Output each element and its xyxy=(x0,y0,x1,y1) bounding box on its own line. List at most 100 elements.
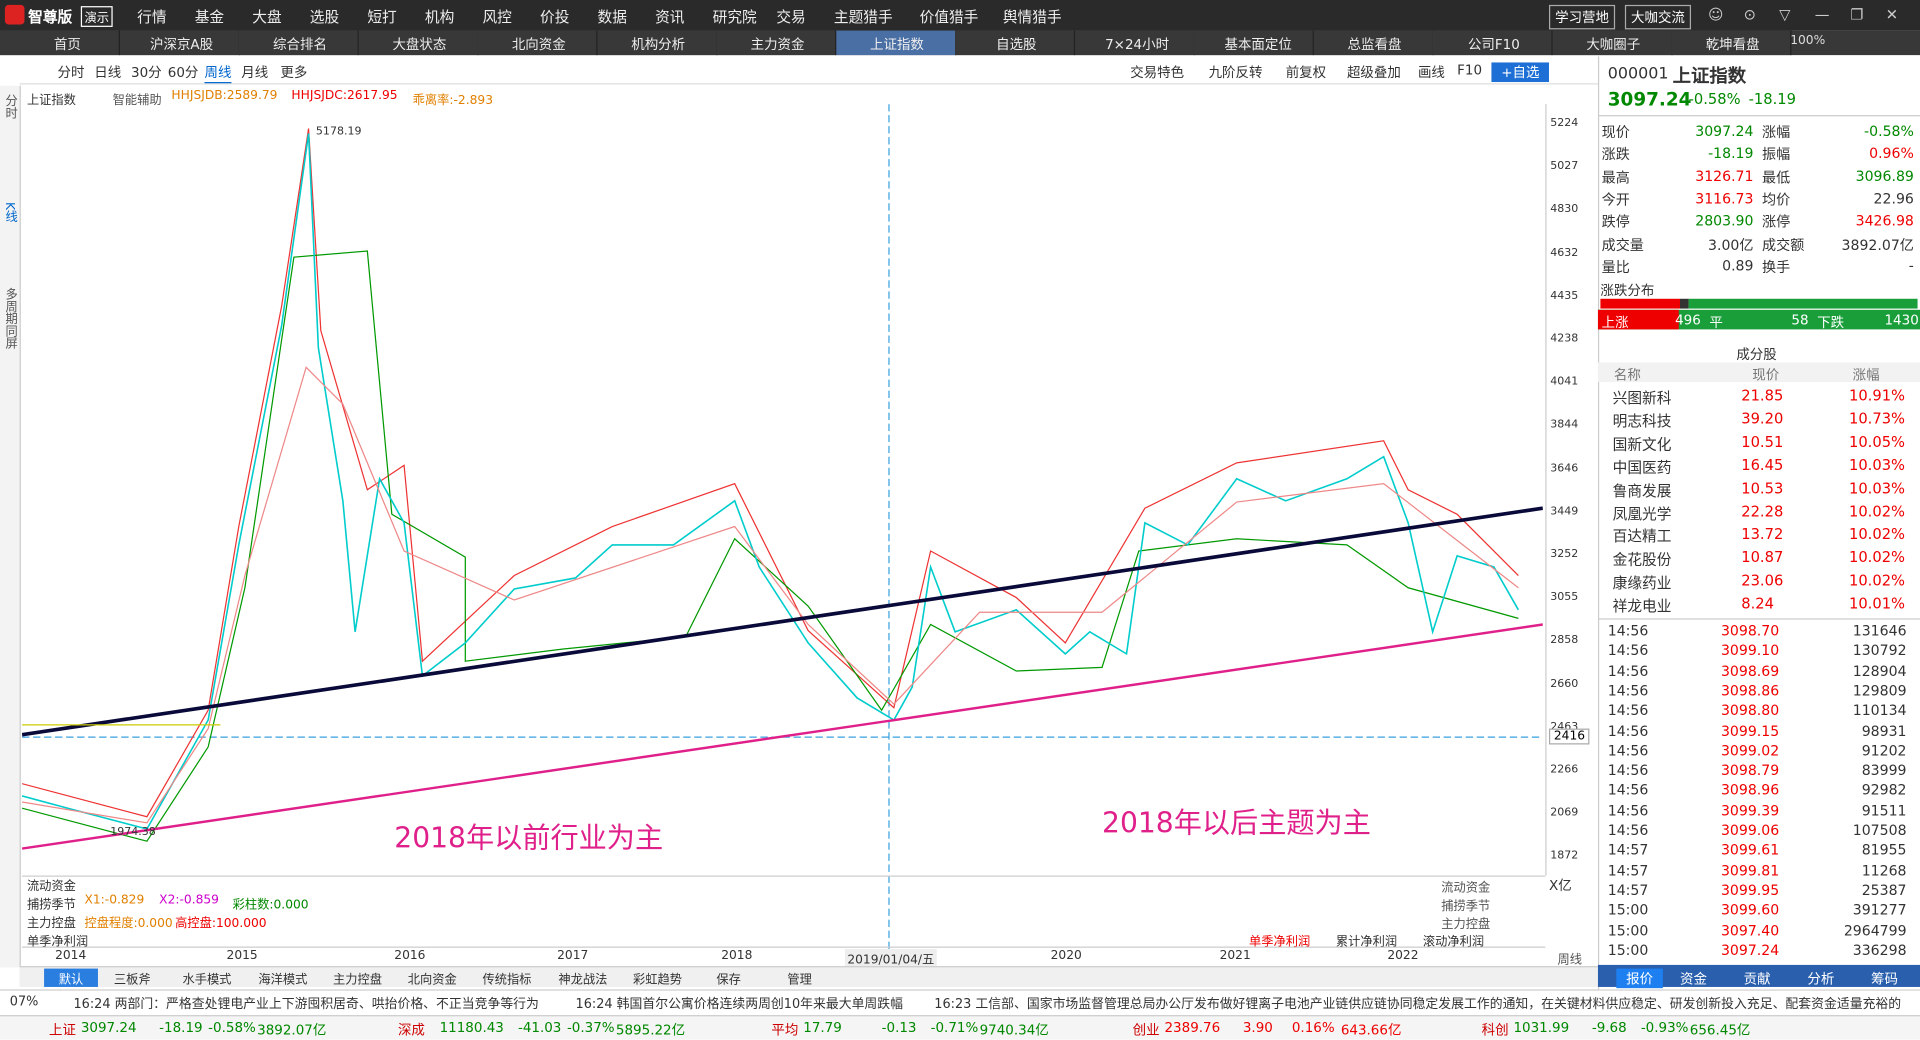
bottom-tab[interactable]: 水手模式 xyxy=(182,973,232,987)
period-button[interactable]: 60分 xyxy=(167,64,199,81)
constituent-cell[interactable]: 凤凰光学 xyxy=(1612,505,1672,523)
tab[interactable]: 总监看盘 xyxy=(1313,30,1434,56)
quote-label: 换手 xyxy=(1762,258,1791,276)
constituent-cell[interactable]: 中国医药 xyxy=(1612,458,1672,476)
profit-button[interactable]: 累计净利润 xyxy=(1335,935,1398,949)
period-button[interactable]: 30分 xyxy=(131,64,162,81)
menu-item[interactable]: 研究院 xyxy=(712,8,757,26)
panel-tab[interactable]: 贡献 xyxy=(1743,971,1771,987)
window-button[interactable]: ▽ xyxy=(1779,6,1791,24)
menu-item[interactable]: 价投 xyxy=(540,8,570,26)
profit-button[interactable]: 滚动净利润 xyxy=(1422,935,1485,949)
constituent-cell[interactable]: 百达精工 xyxy=(1612,528,1672,546)
panel-tab[interactable]: 分析 xyxy=(1807,971,1835,987)
sidebar-tab[interactable]: 分时 xyxy=(2,94,16,119)
tab[interactable]: 机构分析 xyxy=(596,30,717,56)
bottom-tab[interactable]: 传统指标 xyxy=(482,973,532,987)
tab[interactable]: 沪深京A股 xyxy=(119,30,240,56)
menu-item[interactable]: 选股 xyxy=(309,8,340,26)
menu-item[interactable]: 数据 xyxy=(597,8,627,26)
tick-cell: 15:00 xyxy=(1607,941,1649,959)
tool-button[interactable]: 前复权 xyxy=(1285,64,1327,81)
top-button[interactable]: 大咖交流 xyxy=(1624,4,1692,30)
status-item: 3097.24 xyxy=(80,1020,137,1036)
tick-cell: 14:56 xyxy=(1607,701,1649,720)
tab[interactable]: 乾坤看盘 xyxy=(1671,30,1792,56)
bottom-tab[interactable]: 默认 xyxy=(44,968,98,987)
menu-item[interactable]: 主题猎手 xyxy=(833,8,893,26)
period-button[interactable]: 日线 xyxy=(94,64,122,81)
period-button[interactable]: 分时 xyxy=(57,64,85,81)
quote-name: 上证指数 xyxy=(1672,64,1747,87)
menu-item[interactable]: 风控 xyxy=(482,8,512,26)
tab[interactable]: 大盘状态 xyxy=(358,30,479,56)
tab[interactable]: 公司F10 xyxy=(1432,30,1553,56)
constituent-cell[interactable]: 明志科技 xyxy=(1612,412,1672,430)
tick-cell: 14:56 xyxy=(1607,801,1649,819)
tab[interactable]: 北向资金 xyxy=(477,30,598,56)
quote-value: - xyxy=(1908,256,1914,275)
constituent-cell[interactable]: 金花股份 xyxy=(1612,551,1672,569)
tab[interactable]: 上证指数 xyxy=(835,30,956,56)
constituent-cell: 21.85 xyxy=(1741,386,1784,405)
constituent-cell[interactable]: 鲁商发展 xyxy=(1612,481,1672,500)
tab[interactable]: 基本面定位 xyxy=(1193,30,1314,56)
window-button[interactable]: ⊙ xyxy=(1743,6,1756,24)
tab[interactable]: 综合排名 xyxy=(238,30,359,56)
constituent-cell[interactable]: 国新文化 xyxy=(1612,435,1672,453)
tick-cell: 3099.95 xyxy=(1720,881,1780,899)
window-button[interactable]: ✕ xyxy=(1885,6,1899,24)
menu-item[interactable]: 大盘 xyxy=(252,8,282,26)
menu-item[interactable]: 价值猎手 xyxy=(919,8,979,26)
window-button[interactable]: ☺ xyxy=(1708,6,1724,24)
bottom-tab[interactable]: 北向资金 xyxy=(407,973,457,987)
tool-button[interactable]: 九阶反转 xyxy=(1208,64,1263,81)
menu-item[interactable]: 短打 xyxy=(367,8,397,26)
tab[interactable]: 大咖圈子 xyxy=(1552,30,1673,56)
tool-button[interactable]: F10 xyxy=(1457,62,1483,79)
panel-tab[interactable]: 资金 xyxy=(1680,971,1707,987)
menu-item[interactable]: 资讯 xyxy=(655,8,685,26)
tick-cell: 3099.81 xyxy=(1720,861,1780,879)
tick-cell: 3099.61 xyxy=(1720,841,1780,859)
bottom-tab[interactable]: 管理 xyxy=(787,973,812,987)
tab[interactable]: 首页 xyxy=(0,30,121,56)
constituent-cell[interactable]: 兴图新科 xyxy=(1612,389,1672,407)
bottom-tab[interactable]: 三板斧 xyxy=(113,973,151,987)
constituent-cell[interactable]: 康缘药业 xyxy=(1612,574,1672,592)
tool-button[interactable]: 超级叠加 xyxy=(1346,64,1401,81)
window-button[interactable]: ❐ xyxy=(1850,6,1864,24)
quote-label: 跌停 xyxy=(1601,213,1630,231)
tool-button[interactable]: +自选 xyxy=(1491,62,1550,83)
status-item: 11180.43 xyxy=(439,1020,504,1036)
bottom-tab[interactable]: 保存 xyxy=(716,973,741,987)
period-button[interactable]: 周线 xyxy=(204,62,232,84)
top-button[interactable]: 学习营地 xyxy=(1548,4,1616,30)
panel-tab[interactable]: 筹码 xyxy=(1871,971,1898,987)
sidebar-tab[interactable]: 多周期同屏 xyxy=(2,287,16,349)
bottom-tab[interactable]: 海洋模式 xyxy=(258,973,308,987)
window-button[interactable]: — xyxy=(1814,6,1830,24)
menu-item[interactable]: 基金 xyxy=(194,8,225,26)
tab[interactable]: 7×24小时 xyxy=(1074,30,1195,56)
profit-button[interactable]: 单季净利润 xyxy=(1248,935,1311,949)
sidebar-tab[interactable]: K线 xyxy=(2,202,16,223)
bottom-tab[interactable]: 彩虹趋势 xyxy=(633,973,683,987)
period-button[interactable]: 月线 xyxy=(241,64,269,81)
bottom-tab[interactable]: 主力控盘 xyxy=(333,973,383,987)
menu-item[interactable]: 舆情猎手 xyxy=(1002,8,1062,26)
menu-item[interactable]: 行情 xyxy=(137,8,167,26)
bottom-tab[interactable]: 神龙战法 xyxy=(558,973,608,987)
tab[interactable]: 自选股 xyxy=(955,30,1076,56)
menu-item[interactable]: 机构 xyxy=(424,8,455,26)
tool-button[interactable]: 画线 xyxy=(1417,64,1445,81)
distribution-bar xyxy=(1679,298,1689,309)
tab-label: 总监看盘 xyxy=(1347,36,1402,53)
constituent-cell[interactable]: 祥龙电业 xyxy=(1612,597,1672,615)
panel-tab[interactable]: 报价 xyxy=(1616,968,1663,989)
menu-item[interactable]: 交易 xyxy=(776,8,806,26)
tool-button[interactable]: 交易特色 xyxy=(1130,64,1185,81)
distribution-title: 涨跌分布 xyxy=(1600,282,1655,299)
period-button[interactable]: 更多 xyxy=(280,64,308,81)
tab[interactable]: 主力资金 xyxy=(716,30,837,56)
